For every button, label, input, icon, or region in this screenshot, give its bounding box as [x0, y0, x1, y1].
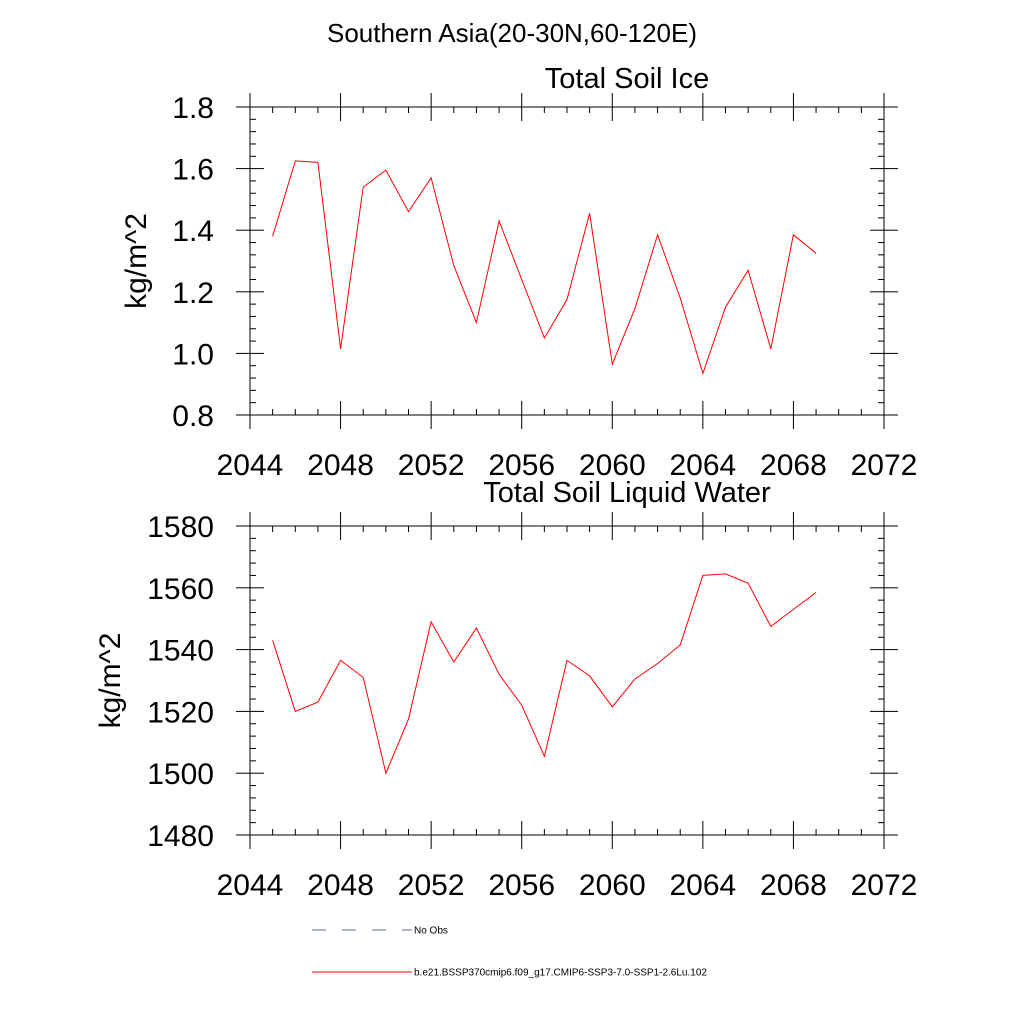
legend-label-no-obs: No Obs: [414, 926, 448, 937]
x-tick-label: 2072: [851, 869, 918, 902]
x-tick-label: 2064: [669, 449, 736, 482]
panel-title: Total Soil Liquid Water: [483, 477, 771, 509]
x-tick-label: 2048: [307, 449, 374, 482]
y-tick-label: 1580: [147, 511, 214, 544]
series-line: [272, 160, 817, 376]
y-tick-label: 1.6: [172, 154, 214, 187]
panel-total-soil-liquid-water: Total Soil Liquid Water kg/m^2 2044 2048 205…: [94, 477, 917, 902]
x-tick-label: 2072: [851, 449, 918, 482]
y-tick-label: 1520: [147, 696, 214, 729]
y-tick-label: 1540: [147, 635, 214, 668]
x-tick-label: 2052: [398, 869, 465, 902]
y-tick-label: 1.4: [172, 215, 214, 248]
y-tick-label: 1560: [147, 573, 214, 606]
plot-frame: [249, 106, 885, 416]
x-tick-label: 2060: [579, 449, 646, 482]
panel-title: Total Soil Ice: [545, 63, 709, 95]
panel-total-soil-ice: Total Soil Ice kg/m^2 2044 2048 2052 2056 2060…: [120, 63, 917, 482]
y-tick-label: 1.0: [172, 338, 214, 371]
series-line: [272, 573, 817, 775]
y-axis-label: kg/m^2: [120, 213, 153, 309]
x-tick-label: 2060: [579, 869, 646, 902]
x-tick-label: 2044: [217, 449, 284, 482]
plot-frame: [249, 525, 885, 836]
x-tick-label: 2064: [669, 869, 736, 902]
y-tick-label: 0.8: [172, 400, 214, 433]
x-tick-label: 2044: [217, 869, 284, 902]
x-tick-label: 2068: [760, 449, 827, 482]
x-tick-label: 2056: [488, 869, 555, 902]
x-tick-label: 2048: [307, 869, 374, 902]
y-tick-label: 1.8: [172, 92, 214, 125]
x-tick-label: 2056: [488, 449, 555, 482]
legend-label-model-run: b.e21.BSSP370cmip6.f09_g17.CMIP6-SSP3-7.…: [414, 968, 707, 979]
y-tick-label: 1500: [147, 758, 214, 791]
y-tick-label: 1480: [147, 820, 214, 853]
legend: No Obs b.e21.BSSP370cmip6.f09_g17.CMIP6-…: [312, 926, 707, 979]
y-tick-label: 1.2: [172, 277, 214, 310]
figure-suptitle: Southern Asia(20-30N,60-120E): [327, 18, 697, 48]
x-tick-label: 2052: [398, 449, 465, 482]
x-tick-label: 2068: [760, 869, 827, 902]
y-axis-label: kg/m^2: [94, 633, 127, 729]
